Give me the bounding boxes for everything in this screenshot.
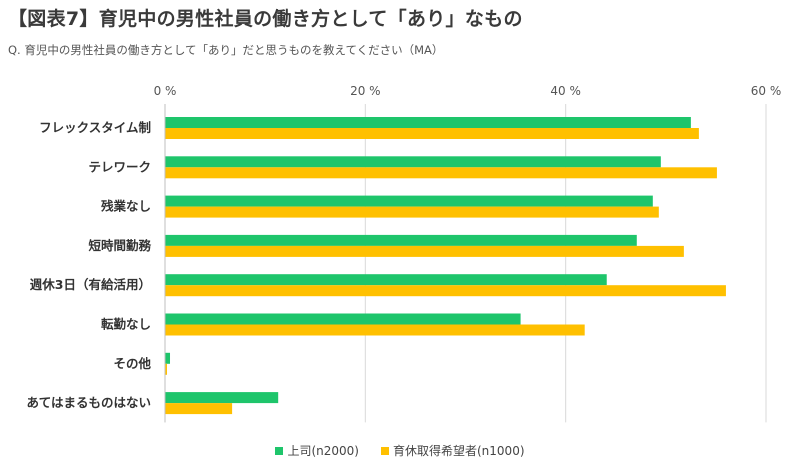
bar [165, 206, 659, 218]
category-label: 残業なし [101, 199, 151, 214]
chart-title: 【図表7】育児中の男性社員の働き方として「あり」なもの [8, 8, 523, 30]
x-tick-label: 60 % [751, 84, 782, 98]
category-label: あてはまるものはない [26, 395, 151, 410]
bar [165, 392, 279, 404]
legend-item-leave-applicant: 育休取得希望者(n1000) [381, 442, 525, 459]
category-label: フレックスタイム制 [39, 120, 151, 135]
category-label: 短時間勤務 [88, 238, 151, 253]
bar [165, 403, 233, 415]
bar [165, 274, 607, 286]
legend-item-supervisor: 上司(n2000) [275, 442, 359, 459]
bar [165, 117, 691, 128]
bar [165, 128, 699, 139]
legend-swatch-leave-applicant [381, 446, 389, 455]
bar [165, 167, 717, 179]
category-label: 週休3日（有給活用） [30, 277, 151, 292]
category-label: 転勤なし [101, 317, 151, 332]
survey-question: Q. 育児中の男性社員の働き方として「あり」だと思うものを教えてください（MA） [8, 43, 444, 57]
bar [165, 245, 684, 257]
bar [165, 156, 661, 168]
x-tick-label: 20 % [350, 84, 381, 98]
bar [165, 324, 585, 336]
category-label: テレワーク [88, 159, 151, 174]
category-label: その他 [113, 356, 151, 371]
x-tick-label: 0 % [154, 84, 177, 98]
x-tick-label: 40 % [550, 84, 581, 98]
legend-label-leave-applicant: 育休取得希望者(n1000) [393, 444, 525, 458]
bar [165, 234, 637, 246]
bar [165, 363, 168, 375]
bar [165, 195, 653, 207]
legend: 上司(n2000) 育休取得希望者(n1000) [0, 442, 800, 459]
bar [165, 313, 521, 325]
legend-swatch-supervisor [275, 446, 284, 455]
bar [165, 285, 726, 297]
bar [165, 352, 171, 364]
legend-label-supervisor: 上司(n2000) [287, 444, 359, 458]
